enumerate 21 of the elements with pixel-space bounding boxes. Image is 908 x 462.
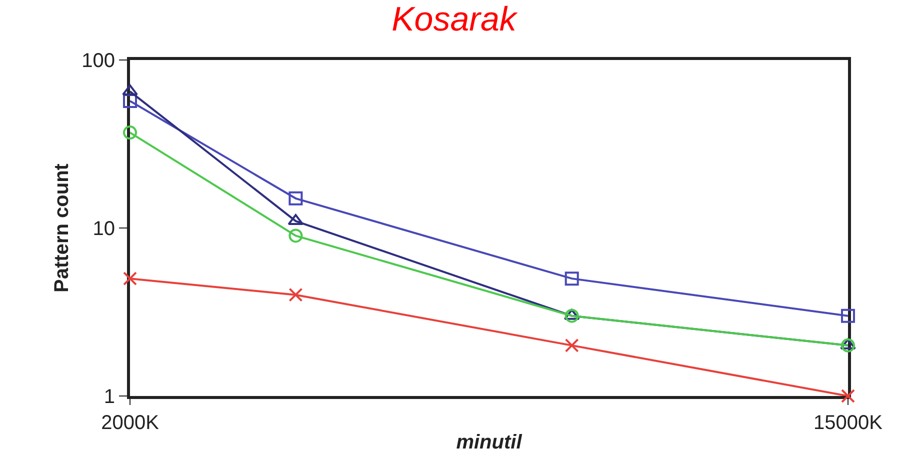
point	[288, 288, 303, 302]
point	[288, 191, 303, 206]
point	[841, 308, 855, 323]
y-tick-label: 100	[82, 50, 115, 72]
point	[123, 272, 137, 286]
point	[288, 228, 303, 243]
x-tick-label: 2000K	[101, 412, 160, 434]
point	[841, 338, 855, 352]
point	[840, 338, 856, 350]
y-tick-label: 1	[104, 386, 115, 408]
point	[564, 338, 579, 352]
x-axis-title: minutil	[456, 432, 522, 454]
point	[841, 389, 855, 403]
y-axis-title: Pattern count	[51, 163, 74, 292]
x-tick-label: 15000K	[814, 412, 884, 434]
y-tick-label: 10	[92, 218, 115, 240]
point	[123, 126, 137, 140]
point	[564, 308, 579, 323]
point	[564, 272, 579, 286]
point	[123, 94, 137, 108]
chart-title: Kosarak	[392, 0, 518, 39]
